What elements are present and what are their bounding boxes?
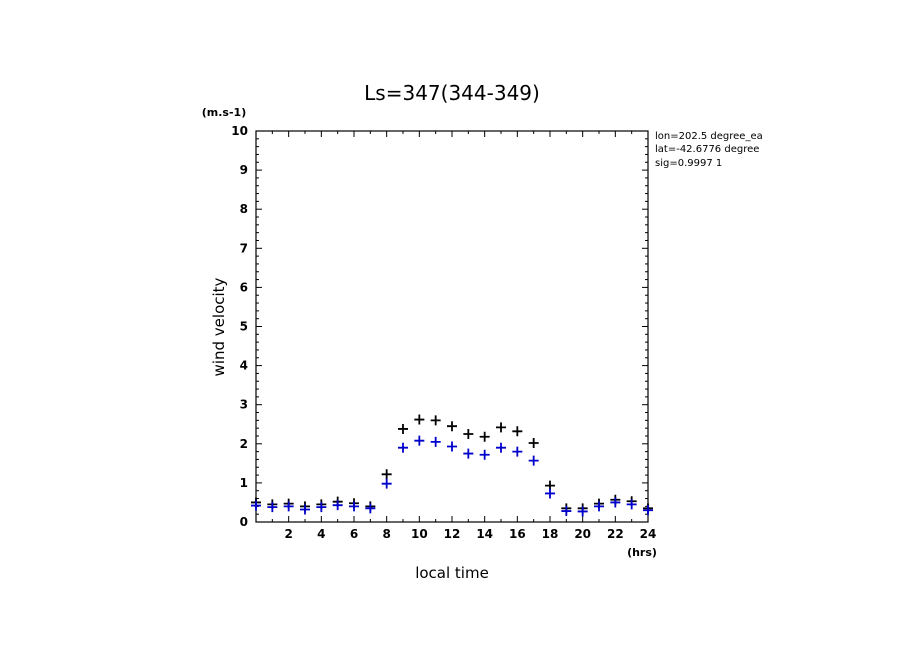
series-0-point xyxy=(479,431,490,442)
y-tick-label: 2 xyxy=(240,437,248,451)
x-tick-label: 12 xyxy=(444,527,461,541)
annotation-sig: sig=0.9997 1 xyxy=(655,158,722,169)
series-1-group xyxy=(251,435,653,517)
series-1-point xyxy=(463,448,474,459)
x-tick-label: 2 xyxy=(284,527,292,541)
x-tick-label: 24 xyxy=(640,527,657,541)
series-1-point xyxy=(267,502,278,513)
series-1-point xyxy=(332,500,343,511)
series-1-point xyxy=(512,446,523,457)
x-tick-label: 22 xyxy=(607,527,624,541)
data-marks-group xyxy=(251,414,653,517)
y-tick-label: 1 xyxy=(240,476,248,490)
series-0-group xyxy=(251,414,653,514)
y-tick-label: 10 xyxy=(231,124,248,138)
series-1-point xyxy=(381,478,392,489)
x-tick-label: 14 xyxy=(476,527,493,541)
y-tick-label: 5 xyxy=(240,320,248,334)
series-1-point xyxy=(561,506,572,517)
series-0-point xyxy=(528,438,539,449)
x-tick-label: 16 xyxy=(509,527,526,541)
series-1-point xyxy=(300,504,310,515)
annotation-lat: lat=-42.6776 degree xyxy=(655,144,759,155)
series-1-point xyxy=(626,499,637,510)
series-0-point xyxy=(381,469,392,480)
series-1-point xyxy=(610,497,621,508)
series-1-point xyxy=(496,442,506,453)
y-tick-label: 8 xyxy=(240,202,248,216)
series-0-point xyxy=(430,415,441,426)
y-tick-label: 6 xyxy=(240,280,248,294)
x-tick-label: 6 xyxy=(350,527,358,541)
plot-frame xyxy=(255,130,649,523)
series-1-point xyxy=(414,435,425,446)
series-0-point xyxy=(512,426,523,437)
x-tick-label: 18 xyxy=(542,527,559,541)
y-tick-label: 0 xyxy=(240,515,248,529)
y-tick-label: 3 xyxy=(240,398,248,412)
series-1-point xyxy=(283,501,294,512)
series-1-point xyxy=(577,506,588,517)
series-0-point xyxy=(496,422,506,433)
y-tick-label: 9 xyxy=(240,163,248,177)
series-1-point xyxy=(643,505,653,516)
series-0-point xyxy=(398,423,408,434)
annotation-lon: lon=202.5 degree_ea xyxy=(655,131,763,142)
y-unit-label: (m.s-1) xyxy=(202,106,246,119)
series-1-point xyxy=(447,441,457,452)
y-axis-title: wind velocity xyxy=(210,277,228,376)
x-tick-label: 8 xyxy=(382,527,390,541)
series-1-point xyxy=(365,503,376,514)
series-1-point xyxy=(430,436,441,447)
series-1-point xyxy=(349,501,359,512)
series-0-point xyxy=(414,414,425,425)
series-1-point xyxy=(398,442,408,453)
x-tick-label: 4 xyxy=(317,527,325,541)
chart-title: Ls=347(344-349) xyxy=(364,81,540,105)
series-1-point xyxy=(528,455,539,466)
y-tick-label: 4 xyxy=(240,359,248,373)
series-0-point xyxy=(463,429,474,440)
series-1-point xyxy=(545,488,555,499)
x-tick-label: 20 xyxy=(574,527,591,541)
x-unit-label: (hrs) xyxy=(627,546,657,559)
x-tick-label: 10 xyxy=(411,527,428,541)
y-tick-label: 7 xyxy=(240,241,248,255)
series-1-point xyxy=(594,501,604,512)
series-1-point xyxy=(479,449,490,460)
series-0-point xyxy=(447,421,457,432)
series-1-point xyxy=(251,500,261,511)
x-axis-title: local time xyxy=(415,564,489,582)
series-1-point xyxy=(316,502,327,513)
